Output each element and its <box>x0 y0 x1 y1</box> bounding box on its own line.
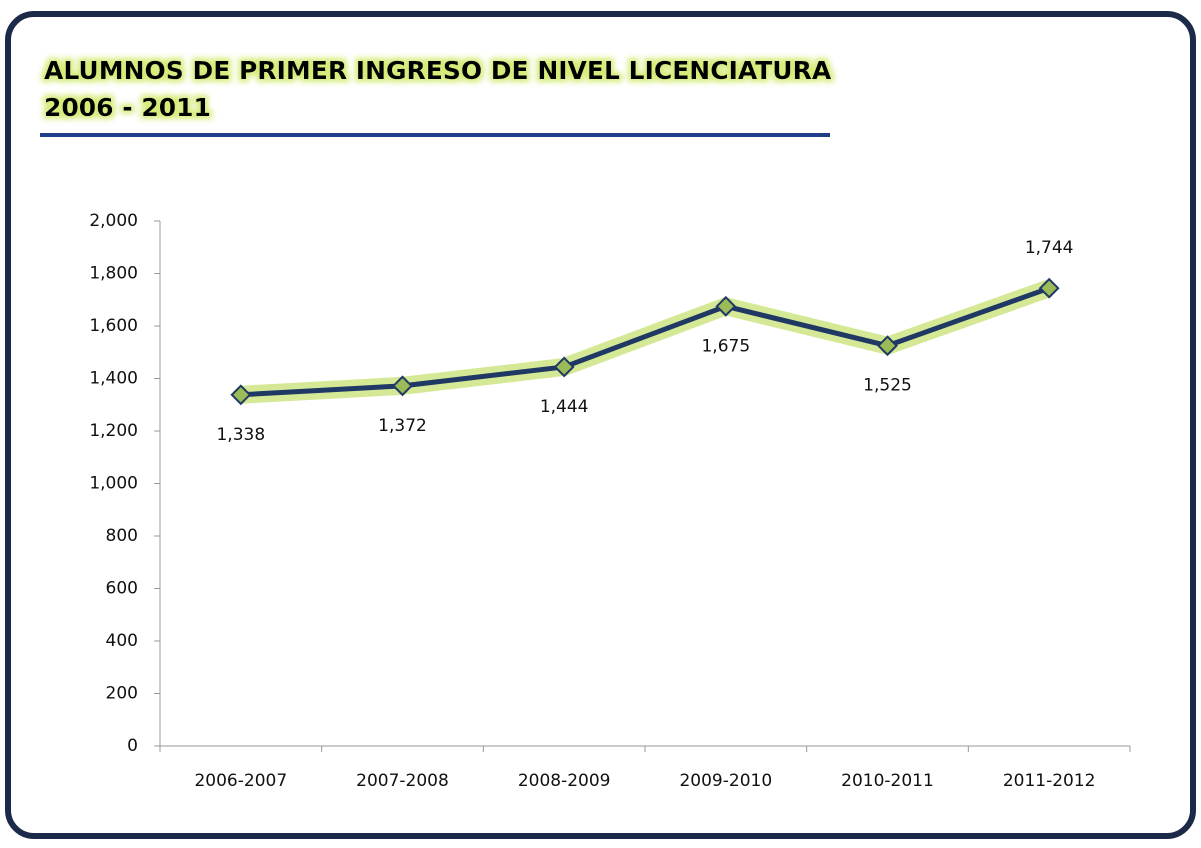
data-label: 1,372 <box>378 416 427 436</box>
y-tick-label: 800 <box>106 526 138 546</box>
chart-title: ALUMNOS DE PRIMER INGRESO DE NIVEL LICEN… <box>44 56 832 85</box>
y-tick-label: 600 <box>106 579 138 599</box>
x-tick-label: 2008-2009 <box>518 771 611 791</box>
marker <box>1038 277 1060 299</box>
data-label: 1,675 <box>701 336 750 356</box>
y-tick-label: 200 <box>106 684 138 704</box>
y-tick-label: 1,600 <box>89 316 138 336</box>
chart-subtitle: 2006 - 2011 <box>44 93 211 122</box>
x-tick-label: 2011-2012 <box>1003 771 1096 791</box>
y-tick-label: 1,000 <box>89 474 138 494</box>
data-label: 1,444 <box>540 397 589 417</box>
y-tick-label: 1,800 <box>89 264 138 284</box>
y-tick-label: 1,200 <box>89 421 138 441</box>
y-tick-label: 400 <box>106 631 138 651</box>
data-label: 1,744 <box>1025 238 1074 258</box>
marker <box>392 375 413 397</box>
x-tick-label: 2009-2010 <box>679 771 772 791</box>
line <box>240 285 1051 398</box>
marker <box>230 384 252 406</box>
data-label: 1,338 <box>216 425 265 445</box>
marker <box>877 335 898 357</box>
x-tick-label: 2007-2008 <box>356 771 449 791</box>
marker <box>553 356 575 378</box>
y-tick-label: 2,000 <box>89 211 138 231</box>
data-label: 1,525 <box>863 376 912 396</box>
marker <box>715 295 737 317</box>
y-tick-label: 0 <box>127 736 138 756</box>
x-tick-label: 2006-2007 <box>194 771 287 791</box>
x-tick-label: 2010-2011 <box>841 771 934 791</box>
frame <box>5 11 1196 839</box>
y-tick-label: 1,400 <box>89 369 138 389</box>
